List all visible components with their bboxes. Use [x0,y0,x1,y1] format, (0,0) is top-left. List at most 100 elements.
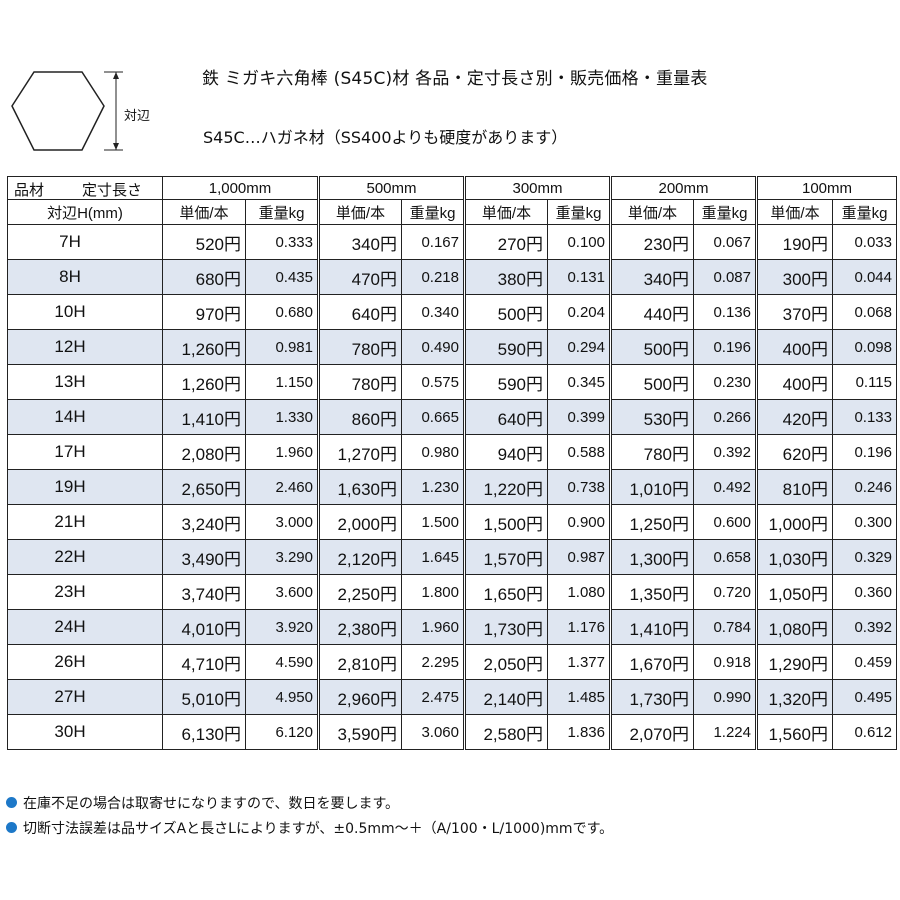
weight-cell: 0.720 [693,574,757,610]
weight-cell: 6.120 [245,714,319,750]
weight-cell: 0.980 [401,434,465,470]
weight-cell: 0.266 [693,399,757,435]
unit-price-cell: 1,410円 [162,399,246,435]
size-cell: 24H [7,609,163,645]
weight-cell: 1.485 [547,679,611,715]
weight-cell: 0.459 [832,644,897,680]
unit-price-cell: 2,050円 [463,644,548,680]
weight-cell: 3.600 [245,574,319,610]
weight-cell: 0.575 [401,364,465,400]
size-cell: 8H [7,259,163,295]
corner-material-label: 品材 [14,182,45,199]
unit-price-cell: 1,250円 [609,504,694,540]
weight-cell: 0.492 [693,469,757,505]
weight-cell: 0.680 [245,294,319,330]
table-row: 8H 680円 0.435 470円 0.218 380円 0.131 340円 0.087 30… [7,259,897,295]
unit-price-cell: 340円 [609,259,694,295]
weight-cell: 0.167 [401,224,465,260]
unit-price-header: 単価/本 [317,199,402,225]
unit-price-cell: 3,590円 [317,714,402,750]
weight-cell: 4.950 [245,679,319,715]
table-row: 12H 1,260円 0.981 780円 0.490 590円 0.294 500円 0.19… [7,329,897,365]
unit-price-cell: 780円 [317,364,402,400]
weight-cell: 1.800 [401,574,465,610]
unit-price-cell: 1,000円 [755,504,833,540]
unit-price-cell: 970円 [162,294,246,330]
weight-cell: 0.392 [693,434,757,470]
weight-cell: 1.960 [245,434,319,470]
length-header: 1,000mm [162,176,319,200]
size-cell: 26H [7,644,163,680]
unit-price-cell: 1,730円 [609,679,694,715]
unit-price-cell: 2,650円 [162,469,246,505]
weight-cell: 0.133 [832,399,897,435]
unit-price-cell: 1,010円 [609,469,694,505]
length-header: 100mm [755,176,897,200]
unit-price-cell: 810円 [755,469,833,505]
size-cell: 12H [7,329,163,365]
notes: 在庫不足の場合は取寄せになりますので、数日を要します。 切断寸法誤差は品サイズA… [6,790,613,840]
size-cell: 22H [7,539,163,575]
corner-length-label: 定寸長さ [82,182,143,199]
table-body: 7H 520円 0.333 340円 0.167 270円 0.100 230円 0.067 19… [7,224,897,750]
weight-cell: 0.495 [832,679,897,715]
weight-cell: 0.784 [693,609,757,645]
size-cell: 7H [7,224,163,260]
weight-cell: 0.490 [401,329,465,365]
size-cell: 19H [7,469,163,505]
unit-price-cell: 500円 [609,329,694,365]
weight-cell: 0.294 [547,329,611,365]
unit-price-header: 単価/本 [463,199,548,225]
unit-price-cell: 640円 [317,294,402,330]
unit-price-cell: 190円 [755,224,833,260]
weight-cell: 0.204 [547,294,611,330]
unit-price-cell: 6,130円 [162,714,246,750]
unit-price-cell: 530円 [609,399,694,435]
unit-price-cell: 470円 [317,259,402,295]
unit-price-cell: 620円 [755,434,833,470]
weight-cell: 1.330 [245,399,319,435]
unit-price-cell: 440円 [609,294,694,330]
unit-price-cell: 1,260円 [162,364,246,400]
unit-price-cell: 3,490円 [162,539,246,575]
table-row: 22H 3,490円 3.290 2,120円 1.645 1,570円 0.987 1,30… [7,539,897,575]
weight-cell: 0.044 [832,259,897,295]
unit-price-cell: 1,320円 [755,679,833,715]
size-cell: 13H [7,364,163,400]
unit-price-cell: 2,000円 [317,504,402,540]
unit-price-cell: 1,030円 [755,539,833,575]
unit-price-cell: 4,010円 [162,609,246,645]
size-cell: 27H [7,679,163,715]
weight-cell: 0.340 [401,294,465,330]
weight-cell: 3.920 [245,609,319,645]
unit-price-cell: 2,070円 [609,714,694,750]
weight-cell: 0.600 [693,504,757,540]
header-row-lengths: 品材 定寸長さ 1,000mm 500mm 300mm 200mm 100mm [7,176,897,200]
unit-price-cell: 3,740円 [162,574,246,610]
unit-price-cell: 590円 [463,364,548,400]
weight-header: 重量kg [401,199,465,225]
unit-price-cell: 1,730円 [463,609,548,645]
unit-price-cell: 3,240円 [162,504,246,540]
unit-price-cell: 2,120円 [317,539,402,575]
unit-price-cell: 1,350円 [609,574,694,610]
price-weight-table: 品材 定寸長さ 1,000mm 500mm 300mm 200mm 100mm … [7,176,897,750]
weight-cell: 0.115 [832,364,897,400]
header-row-columns: 対辺H(mm) 単価/本 重量kg 単価/本 重量kg 単価/本 重量kg 単価… [7,199,897,225]
weight-cell: 1.960 [401,609,465,645]
unit-price-cell: 1,410円 [609,609,694,645]
table-row: 13H 1,260円 1.150 780円 0.575 590円 0.345 500円 0.23… [7,364,897,400]
unit-price-cell: 400円 [755,329,833,365]
unit-price-cell: 590円 [463,329,548,365]
unit-price-cell: 860円 [317,399,402,435]
unit-price-cell: 2,380円 [317,609,402,645]
unit-price-cell: 500円 [609,364,694,400]
table-row: 17H 2,080円 1.960 1,270円 0.980 940円 0.588 780円 0.… [7,434,897,470]
bullet-icon [6,822,17,833]
weight-cell: 0.658 [693,539,757,575]
weight-cell: 0.068 [832,294,897,330]
table-row: 14H 1,410円 1.330 860円 0.665 640円 0.399 530円 0.26… [7,399,897,435]
weight-cell: 0.918 [693,644,757,680]
length-header: 200mm [609,176,757,200]
weight-cell: 1.150 [245,364,319,400]
